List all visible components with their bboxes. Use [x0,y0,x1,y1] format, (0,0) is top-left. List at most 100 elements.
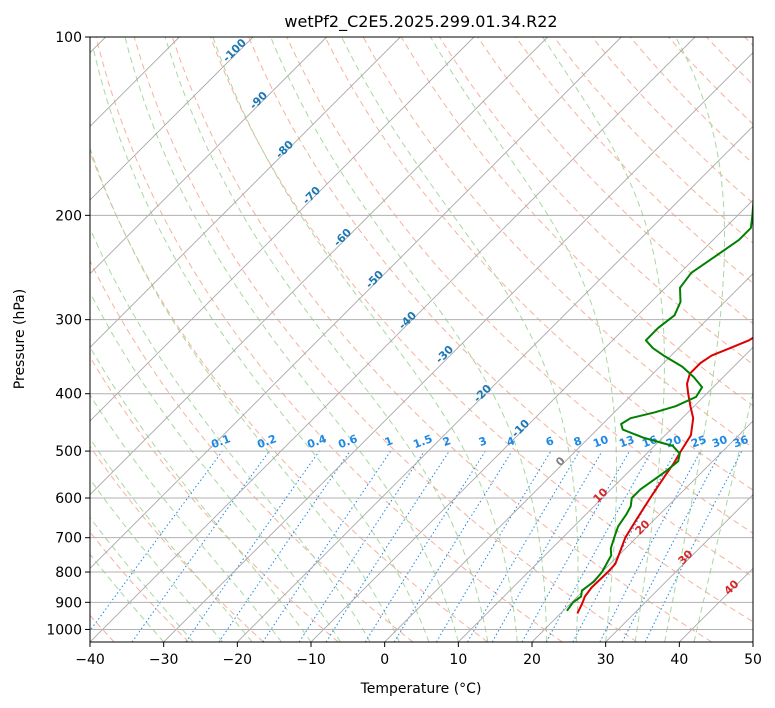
moist-adiabat-line [90,394,282,642]
y-tick-label: 400 [55,387,82,403]
mixing-ratio-label: 0.2 [255,432,278,451]
moist-adiabat-line [90,437,253,642]
moist-adiabat-line [693,390,753,642]
y-tick-label: 300 [55,313,82,329]
dry-adiabat-label: 30 [676,547,696,567]
y-tick-label: 1000 [46,622,82,638]
isotherm-line [310,199,753,642]
isotherm-line [90,37,696,642]
isotherm-line [679,567,753,642]
x-tick-label: 0 [380,652,389,668]
mixing-ratio-label: 10 [591,433,610,451]
y-tick-label: 500 [55,444,82,460]
isotherm-line [605,494,753,642]
dry-adiabat-label: -100 [220,36,249,65]
mixing-ratio-line [521,450,630,642]
moist-adiabat-line [90,478,223,642]
x-axis-ticks: −40 −30 −20 −10 0 10 20 30 40 50 [75,642,762,668]
mixing-ratio-line [572,450,677,642]
dry-adiabat-line [515,37,753,284]
profiles [566,198,753,614]
dry-adiabat-line [90,445,264,642]
y-tick-label: 100 [55,30,82,46]
dry-adiabat-label: -70 [300,184,323,207]
mixing-ratio-line [185,450,320,642]
dry-adiabat-label: -80 [273,138,296,161]
mixing-ratio-label: 3 [477,434,489,449]
mixing-ratio-label: 30 [710,433,729,451]
dry-adiabat-line [90,356,339,642]
x-tick-label: 10 [449,652,467,668]
isotherm-line [90,37,401,348]
dry-adiabat-label: 10 [591,485,611,505]
dry-adiabat-line [324,37,753,491]
isotherm-line [458,346,753,642]
background-lines [90,37,753,642]
dry-adiabat-label: -90 [247,89,270,112]
moist-adiabat-line [90,227,371,642]
isotherm-line [163,52,753,642]
mixing-ratio-label: 0.1 [209,432,232,451]
dry-adiabat-line [286,37,753,534]
dry-adiabat-label: -60 [331,226,354,249]
x-tick-label: −40 [75,652,105,668]
isotherm-line [752,641,753,642]
moist-adiabat-line [124,37,459,642]
dry-adiabat-line [90,259,414,642]
x-tick-label: 20 [523,652,541,668]
mixing-ratio-label: 8 [572,434,584,449]
mixing-ratio-line [599,450,701,642]
mixing-ratio-line [90,450,223,632]
moist-adiabat-line [270,37,548,642]
moist-adiabat-line [212,37,518,642]
dry-adiabat-line [171,37,712,642]
mixing-ratio-label: 36 [731,433,750,451]
mixing-ratio-line [393,450,513,642]
moist-adiabat-line [90,147,400,642]
y-axis-ticks: 100 200 300 400 500 600 700 800 900 1000 [46,30,90,638]
isotherm-line [237,125,753,642]
dry-adiabat-line [210,37,753,623]
dewpoint-profile-line [566,198,753,612]
mixing-ratio-line [467,450,580,642]
y-tick-label: 800 [55,565,82,581]
mixing-ratio-line [218,450,351,642]
x-tick-label: −10 [296,652,326,668]
isotherm-line [90,37,475,422]
dry-adiabat-line [133,37,638,642]
mixing-ratio-line [131,450,270,642]
x-axis-label: Temperature (°C) [360,681,482,697]
y-tick-label: 900 [55,595,82,611]
mixing-ratio-line [545,450,653,642]
mixing-ratio-line [364,450,486,642]
dry-adiabat-line [706,37,753,86]
mixing-ratio-line [435,450,552,642]
dry-adiabat-line [90,531,190,642]
moist-adiabat-line [90,345,312,642]
isotherm-line [90,37,254,201]
mixing-ratio-line [262,450,392,642]
moist-adiabat-line [542,37,665,642]
dry-adiabat-label: -20 [471,382,494,405]
mixing-ratio-label: 13 [617,433,636,450]
mixing-ratio-label: 1 [383,434,395,449]
dry-adiabat-line [90,150,488,642]
dry-adiabat-line [477,37,753,325]
moist-adiabat-line [90,291,341,642]
chart-title: wetPf2_C2E5.2025.299.01.34.R22 [284,12,557,32]
mixing-ratio-label: 0.6 [336,432,359,451]
mixing-ratio-label: 6 [544,434,556,449]
mixing-ratio-label: 0.4 [305,432,328,451]
y-tick-label: 700 [55,531,82,547]
dry-adiabat-label: -30 [433,343,456,366]
x-tick-label: −20 [223,652,253,668]
isotherm-line [90,37,327,275]
x-tick-label: −30 [149,652,179,668]
isotherm-line [90,37,548,496]
mixing-ratio-line [644,450,743,642]
isotherm-line [90,37,622,569]
mixing-ratio-label: 20 [664,433,683,451]
dry-adiabat-line [95,37,563,642]
dry-adiabat-label: 40 [722,577,742,597]
